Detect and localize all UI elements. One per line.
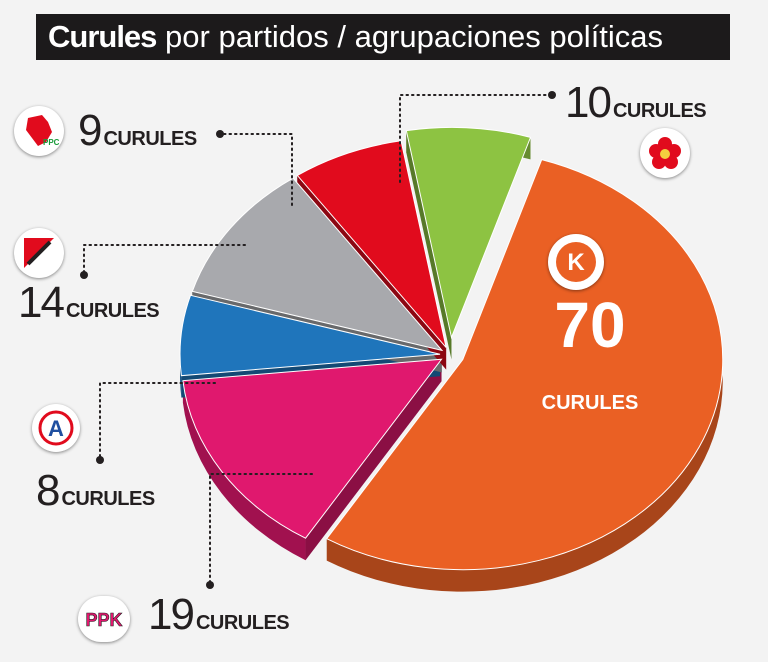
fuerza-k-icon: K [548, 234, 604, 290]
pie-slice-70 [325, 159, 724, 571]
slice-unit: CURULES [65, 300, 160, 322]
k-logo-text: K [567, 249, 585, 276]
slice-label-70: 70 CURULES [520, 290, 660, 415]
slice-unit: CURULES [61, 488, 155, 510]
slice-label-19: 19 CURULES [148, 590, 290, 640]
slice-unit: CURULES [612, 100, 707, 122]
pie-slice-side-19 [182, 380, 306, 561]
ppc-logo-text: PPC [43, 138, 60, 147]
slice-unit: CURULES [103, 128, 197, 150]
slice-value: 10 [565, 78, 612, 127]
apra-a-icon: A [32, 404, 80, 452]
slice-value: 14 [18, 278, 65, 327]
pie-slice-19 [182, 358, 443, 539]
ppk-logo-text: PPK [85, 610, 122, 630]
leader-line-9 [221, 133, 293, 206]
leader-line-19 [209, 473, 313, 584]
chart-title-bold: Curules [48, 19, 157, 54]
leader-line-14 [83, 244, 246, 273]
pie-slice-edge-19 [305, 359, 442, 561]
party-flower-icon [640, 128, 690, 178]
leader-dot-9 [216, 130, 224, 138]
leader-dot-19 [206, 581, 214, 589]
slice-value: 70 [554, 289, 626, 361]
slice-label-14: 14 CURULES [18, 278, 160, 328]
leader-line-10 [399, 94, 551, 183]
pie-slice-9 [296, 140, 447, 348]
slice-unit: CURULES [541, 392, 639, 414]
slice-value: 19 [148, 590, 195, 639]
pie-slice-8 [179, 294, 441, 377]
leader-dot-8 [96, 456, 104, 464]
leader-line-8 [99, 382, 216, 459]
slice-label-10: 10 CURULES [565, 78, 707, 128]
pie-slice-14 [191, 177, 444, 352]
pie-slice-edge-10 [406, 130, 452, 360]
apra-logo-text: A [48, 416, 64, 441]
slice-label-8: 8 CURULES [36, 466, 155, 516]
slice-value: 8 [36, 466, 61, 515]
pie-slice-10 [405, 126, 532, 340]
chart-title: Curules por partidos / agrupaciones polí… [36, 14, 730, 60]
ppc-map-icon: PPC [14, 106, 64, 156]
shovel-flag-icon [14, 228, 64, 278]
ppk-icon: PPK [78, 596, 130, 642]
leader-dot-14 [80, 271, 88, 279]
slice-value: 9 [78, 106, 103, 155]
slice-label-9: 9 CURULES [78, 106, 197, 156]
leader-dot-10 [548, 91, 556, 99]
chart-title-rest: por partidos / agrupaciones políticas [156, 19, 664, 54]
slice-unit: CURULES [195, 612, 290, 634]
